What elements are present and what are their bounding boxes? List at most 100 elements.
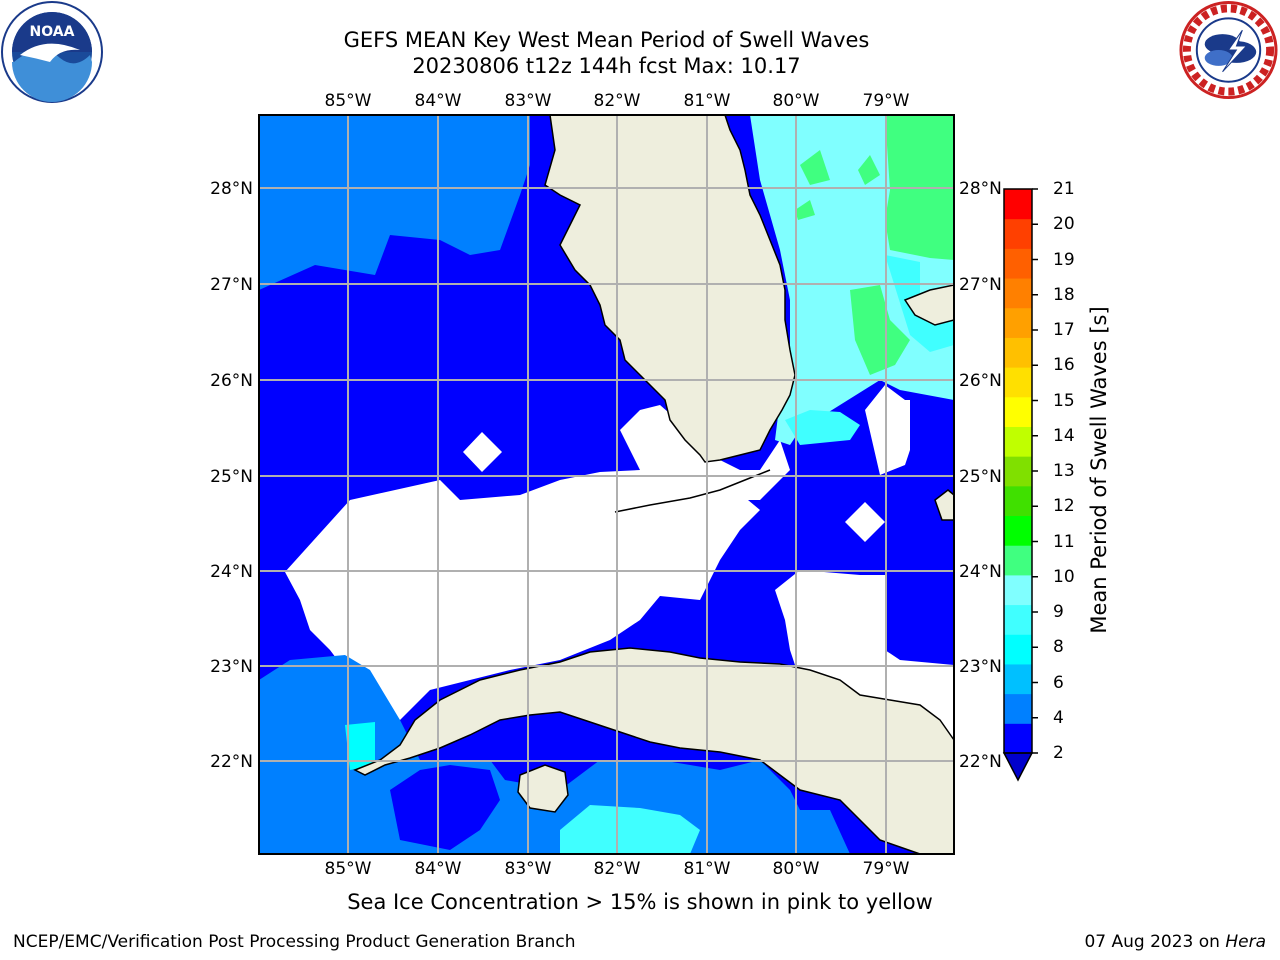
lon-tick-label: 81°W bbox=[684, 859, 731, 879]
colorbar-segment bbox=[1004, 545, 1032, 576]
colorbar-segment bbox=[1004, 634, 1032, 665]
lon-labels-bottom: 85°W 84°W 83°W 82°W 81°W 80°W 79°W bbox=[325, 859, 910, 879]
footer-date: 07 Aug 2023 on Hera bbox=[1084, 932, 1266, 952]
lat-tick-label: 24°N bbox=[959, 562, 1002, 582]
swell-region-9-10-small-2 bbox=[858, 155, 880, 185]
colorbar-segment bbox=[1004, 337, 1032, 368]
map-area bbox=[259, 115, 954, 854]
lat-tick-label: 27°N bbox=[210, 275, 253, 295]
colorbar-tick-label: 15 bbox=[1053, 390, 1075, 411]
lat-tick-label: 23°N bbox=[210, 657, 253, 677]
swell-region-9-10-small-3 bbox=[795, 200, 815, 220]
colorbar-under-arrow bbox=[1002, 752, 1034, 782]
lon-tick-label: 83°W bbox=[505, 859, 552, 879]
lat-tick-label: 27°N bbox=[959, 275, 1002, 295]
colorbar-segment bbox=[1004, 278, 1032, 309]
colorbar-segment bbox=[1004, 485, 1032, 517]
colorbar-tick-label: 2 bbox=[1053, 743, 1064, 763]
swell-region-dark-bahamas bbox=[910, 400, 954, 452]
bahamas-island-2 bbox=[934, 489, 954, 521]
footer-date-text: 07 Aug 2023 on bbox=[1084, 932, 1220, 952]
lat-labels-right: 28°N 27°N 26°N 25°N 24°N 23°N 22°N bbox=[959, 179, 1002, 772]
colorbar-segment bbox=[1004, 515, 1032, 546]
sea-ice-note: Sea Ice Concentration > 15% is shown in … bbox=[347, 890, 933, 914]
colorbar-tick-label: 16 bbox=[1053, 355, 1075, 376]
lat-labels-left: 28°N 27°N 26°N 25°N 24°N 23°N 22°N bbox=[210, 179, 253, 772]
swell-region-6-8-cuba bbox=[345, 722, 375, 770]
lon-tick-label: 82°W bbox=[594, 859, 641, 879]
colorbar-segment bbox=[1004, 456, 1032, 487]
colorbar-tick-label: 10 bbox=[1053, 566, 1075, 587]
swell-region-9-10-mid bbox=[850, 285, 910, 375]
colorbar-segment bbox=[1004, 426, 1032, 457]
lon-tick-label: 84°W bbox=[415, 91, 462, 111]
lat-tick-label: 28°N bbox=[959, 179, 1002, 199]
lon-tick-label: 84°W bbox=[415, 859, 462, 879]
nws-logo bbox=[1179, 0, 1278, 100]
swell-region-9-10-small bbox=[800, 150, 830, 185]
colorbar-tick-label: 17 bbox=[1053, 320, 1075, 340]
lon-tick-label: 85°W bbox=[325, 859, 372, 879]
swell-region-dark-south bbox=[390, 765, 500, 850]
chart-title: GEFS MEAN Key West Mean Period of Swell … bbox=[343, 28, 870, 52]
no-data-region-se bbox=[910, 668, 954, 710]
colorbar-tick-label: 6 bbox=[1053, 672, 1064, 693]
colorbar-segment bbox=[1004, 248, 1032, 279]
lon-tick-label: 82°W bbox=[594, 91, 641, 111]
lat-tick-label: 28°N bbox=[210, 179, 253, 199]
lon-tick-label: 81°W bbox=[684, 91, 731, 111]
swell-region-6-8-coast bbox=[785, 410, 860, 445]
lon-tick-label: 80°W bbox=[773, 859, 820, 879]
no-data-diamond bbox=[463, 432, 502, 472]
colorbar-segment bbox=[1004, 723, 1032, 754]
footer-credit: NCEP/EMC/Verification Post Processing Pr… bbox=[13, 932, 576, 952]
isla-de-la-juventud bbox=[517, 764, 569, 813]
lat-tick-label: 22°N bbox=[210, 752, 253, 772]
noaa-logo: NOAA bbox=[1, 1, 103, 103]
lat-tick-label: 24°N bbox=[210, 562, 253, 582]
colorbar-tick-label: 14 bbox=[1053, 425, 1075, 446]
colorbar bbox=[1002, 188, 1038, 782]
colorbar-label: Mean Period of Swell Waves [s] bbox=[1087, 306, 1111, 634]
lat-tick-label: 25°N bbox=[210, 467, 253, 487]
colorbar-tick-label: 4 bbox=[1053, 707, 1064, 728]
swell-region-2-4-nw bbox=[259, 115, 530, 290]
colorbar-tick-label: 20 bbox=[1053, 214, 1075, 235]
florida-landmass bbox=[530, 115, 796, 463]
no-data-region-gulf bbox=[285, 470, 760, 720]
colorbar-segment bbox=[1004, 218, 1032, 249]
lon-tick-label: 79°W bbox=[863, 91, 910, 111]
lon-tick-label: 80°W bbox=[773, 91, 820, 111]
colorbar-tick-label: 9 bbox=[1053, 602, 1064, 622]
colorbar-segment bbox=[1004, 604, 1032, 635]
bahamas-island bbox=[903, 284, 954, 326]
svg-text:NOAA: NOAA bbox=[30, 24, 75, 40]
no-data-diamond-2 bbox=[845, 502, 885, 542]
lon-tick-label: 85°W bbox=[325, 91, 372, 111]
colorbar-tick-label: 12 bbox=[1053, 496, 1075, 517]
lat-tick-label: 23°N bbox=[959, 657, 1002, 677]
colorbar-segment bbox=[1004, 307, 1032, 338]
graticule bbox=[259, 115, 954, 854]
lon-labels-top: 85°W 84°W 83°W 82°W 81°W 80°W 79°W bbox=[325, 91, 910, 111]
lat-tick-label: 25°N bbox=[959, 467, 1002, 487]
map-frame bbox=[258, 114, 955, 855]
chart-subtitle: 20230806 t12z 144h fcst Max: 10.17 bbox=[412, 54, 801, 78]
lon-tick-label: 83°W bbox=[505, 91, 552, 111]
lat-tick-label: 22°N bbox=[959, 752, 1002, 772]
colorbar-segment bbox=[1004, 574, 1032, 606]
lat-tick-label: 26°N bbox=[210, 371, 253, 391]
colorbar-tick-label: 21 bbox=[1053, 179, 1075, 199]
lon-tick-label: 79°W bbox=[863, 859, 910, 879]
colorbar-tick-label: 13 bbox=[1053, 461, 1075, 481]
cuba-landmass bbox=[353, 647, 954, 854]
lat-tick-label: 26°N bbox=[959, 371, 1002, 391]
colorbar-tick-label: 19 bbox=[1053, 249, 1075, 270]
colorbar-segment bbox=[1004, 663, 1032, 695]
colorbar-segment bbox=[1004, 693, 1032, 724]
swell-region-4-6-south bbox=[560, 805, 700, 854]
colorbar-segment bbox=[1004, 189, 1032, 220]
colorbar-segment bbox=[1004, 367, 1032, 398]
colorbar-segment bbox=[1004, 396, 1032, 427]
